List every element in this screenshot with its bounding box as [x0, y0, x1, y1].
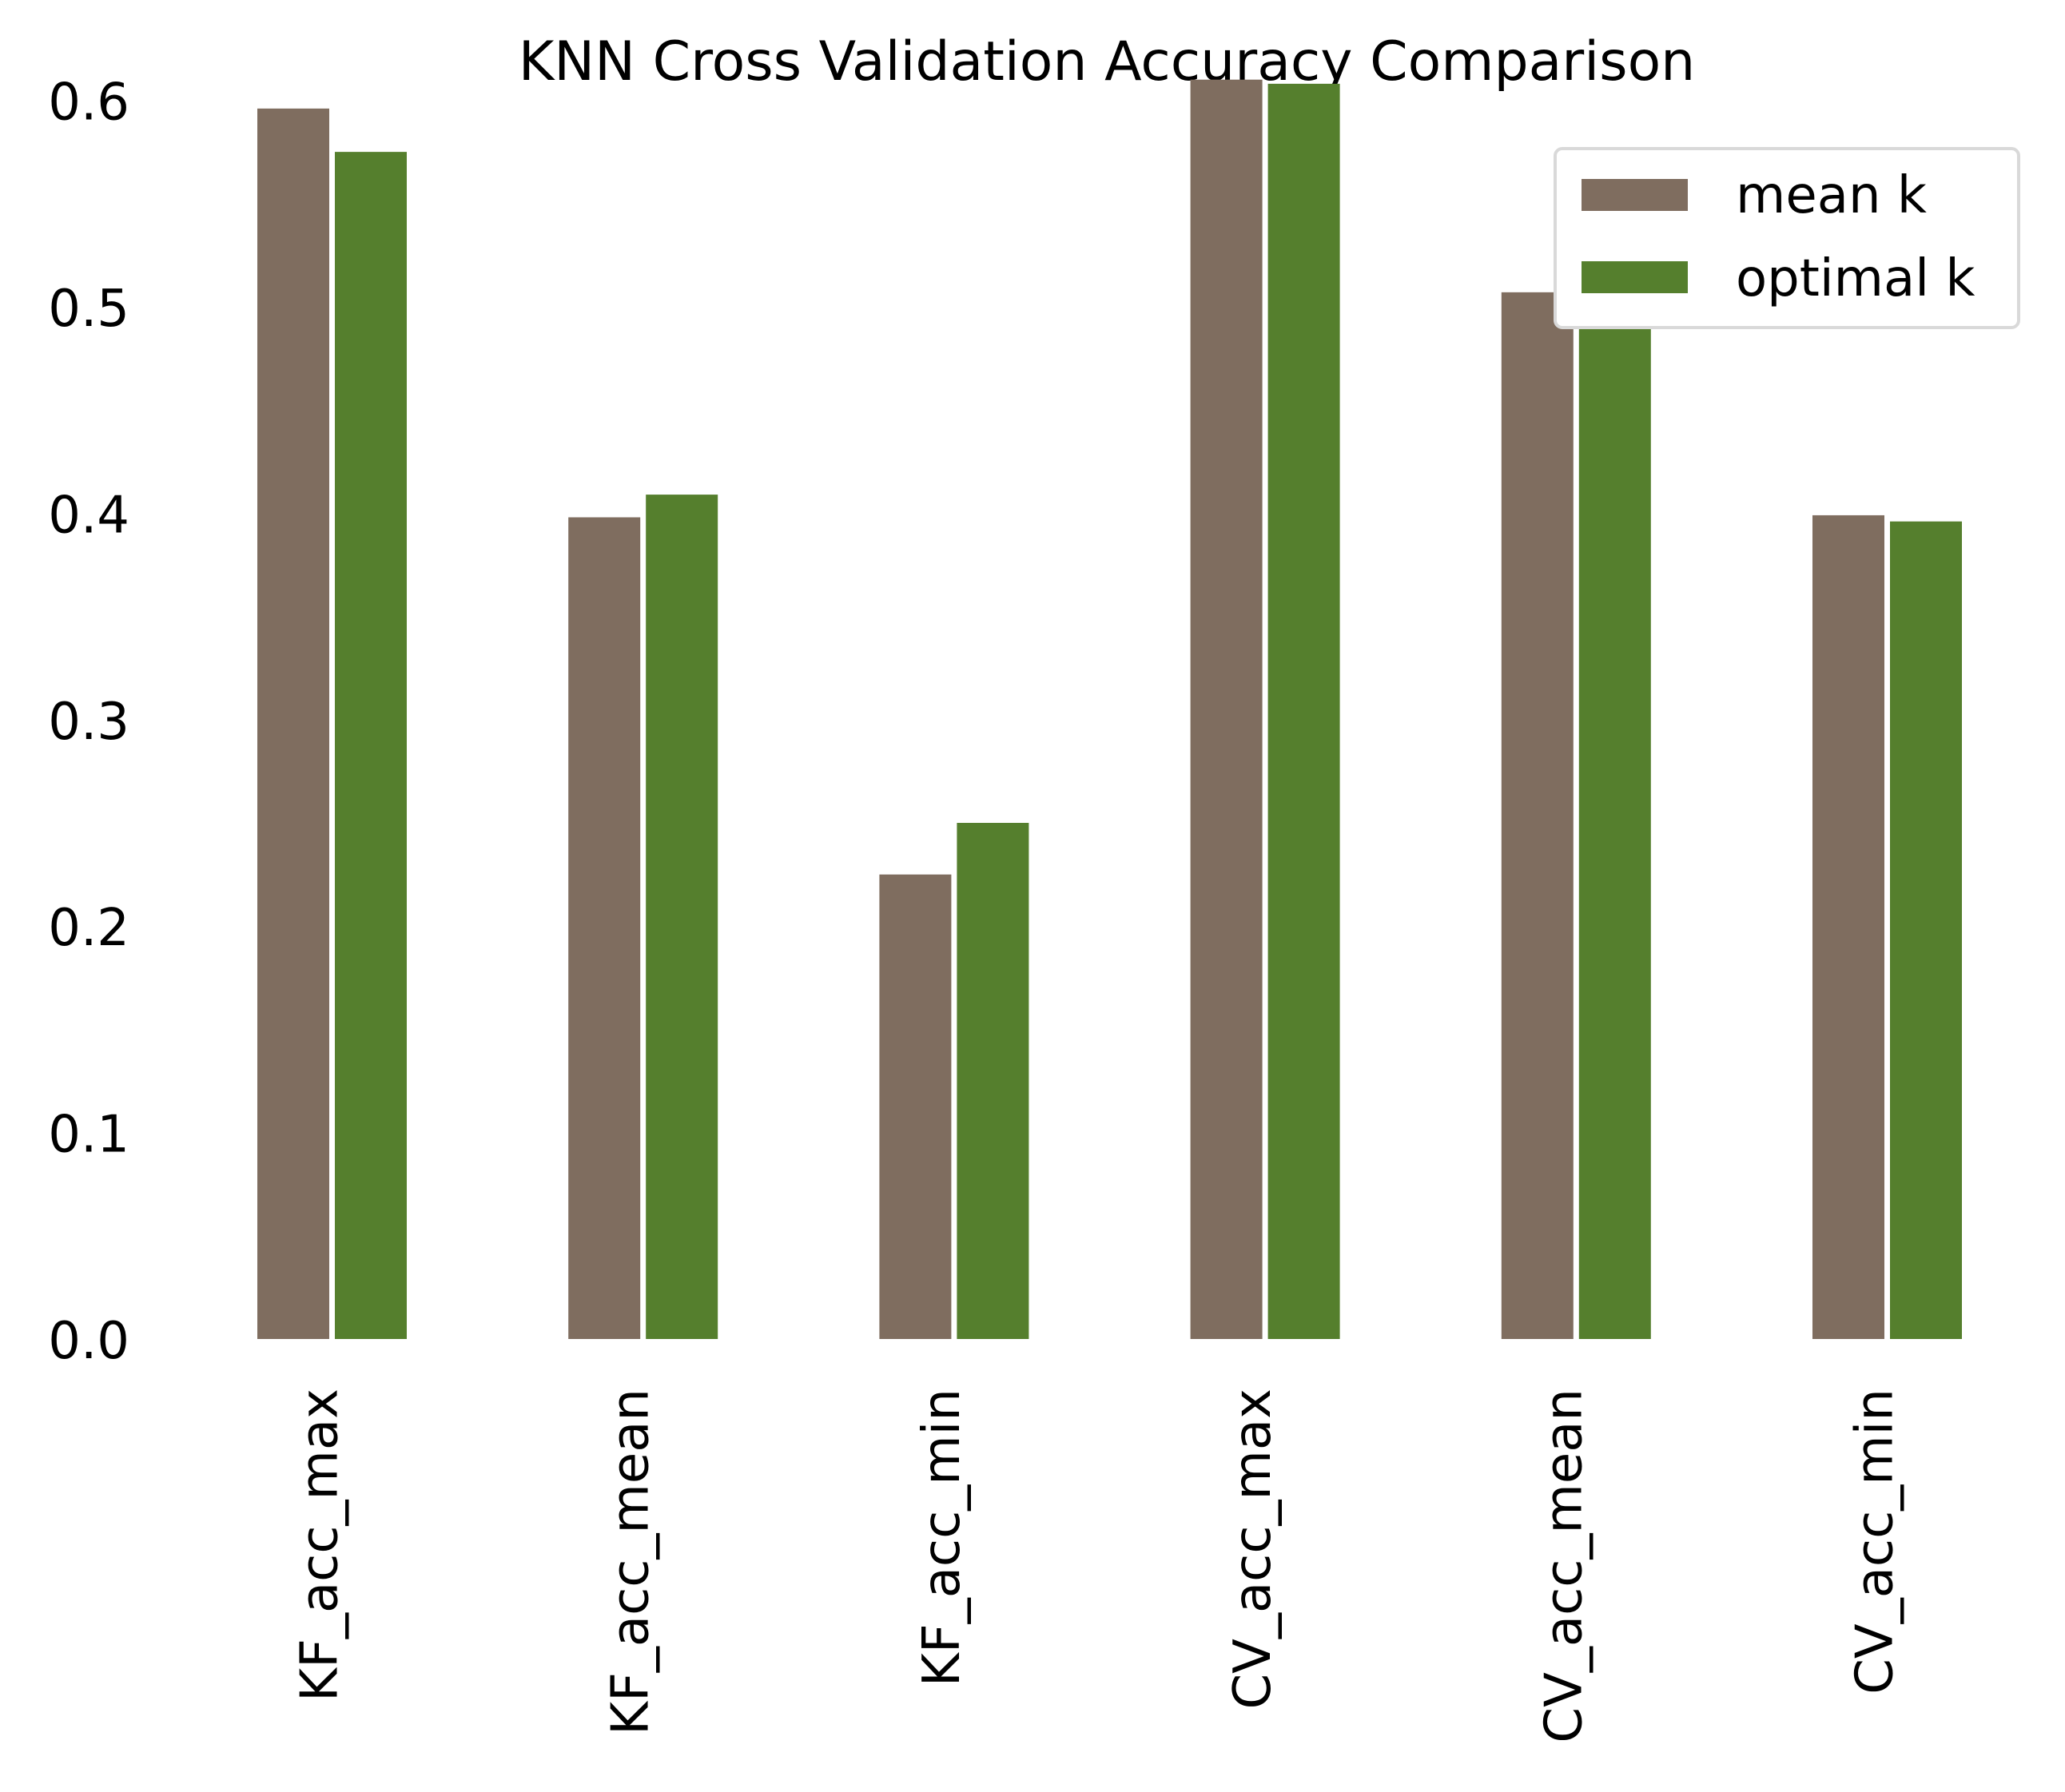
bar-mean-k-cv-acc-min: [1812, 515, 1884, 1339]
x-tick-label-cv-acc-max: CV_acc_max: [1223, 1389, 1283, 1710]
y-axis-ticks: 0.0 0.1 0.2 0.3 0.4 0.5 0.6: [48, 74, 129, 1371]
bar-optimal-k-cv-acc-mean: [1578, 294, 1651, 1339]
bar-optimal-k-kf-acc-max: [335, 152, 407, 1340]
y-tick-label: 0.5: [48, 280, 129, 339]
x-tick-label-cv-acc-min: CV_acc_min: [1846, 1389, 1905, 1695]
bar-mean-k-kf-acc-max: [257, 108, 329, 1339]
y-tick-label: 0.2: [48, 899, 129, 958]
x-axis-ticks: KF_acc_max KF_acc_mean KF_acc_min CV_acc_ma…: [291, 1389, 1905, 1743]
x-tick-label-cv-acc-mean: CV_acc_mean: [1534, 1389, 1594, 1743]
y-tick-label: 0.1: [48, 1106, 129, 1165]
bars: [257, 79, 1962, 1340]
bar-optimal-k-cv-acc-max: [1267, 83, 1340, 1339]
y-tick-label: 0.3: [48, 693, 129, 752]
bar-mean-k-cv-acc-mean: [1501, 292, 1574, 1339]
legend-label-mean-k: mean k: [1736, 166, 1927, 225]
legend-swatch-mean-k: [1582, 179, 1688, 211]
bar-mean-k-kf-acc-min: [879, 874, 952, 1339]
bar-optimal-k-kf-acc-mean: [646, 495, 718, 1339]
y-tick-label: 0.4: [48, 486, 129, 545]
bar-optimal-k-cv-acc-min: [1890, 521, 1962, 1339]
x-tick-label-kf-acc-min: KF_acc_min: [913, 1389, 972, 1687]
bar-mean-k-kf-acc-mean: [568, 517, 641, 1339]
x-tick-label-kf-acc-max: KF_acc_max: [291, 1389, 350, 1702]
legend: mean k optimal k: [1554, 147, 2020, 329]
y-tick-label: 0.0: [48, 1312, 129, 1371]
bar-mean-k-cv-acc-max: [1190, 79, 1263, 1340]
legend-label-optimal-k: optimal k: [1736, 249, 1975, 308]
legend-swatch-optimal-k: [1582, 261, 1688, 293]
bar-optimal-k-kf-acc-min: [957, 822, 1029, 1339]
x-tick-label-kf-acc-mean: KF_acc_mean: [602, 1389, 661, 1735]
y-tick-label: 0.6: [48, 74, 129, 133]
chart-title: KNN Cross Validation Accuracy Comparison: [519, 30, 1696, 93]
